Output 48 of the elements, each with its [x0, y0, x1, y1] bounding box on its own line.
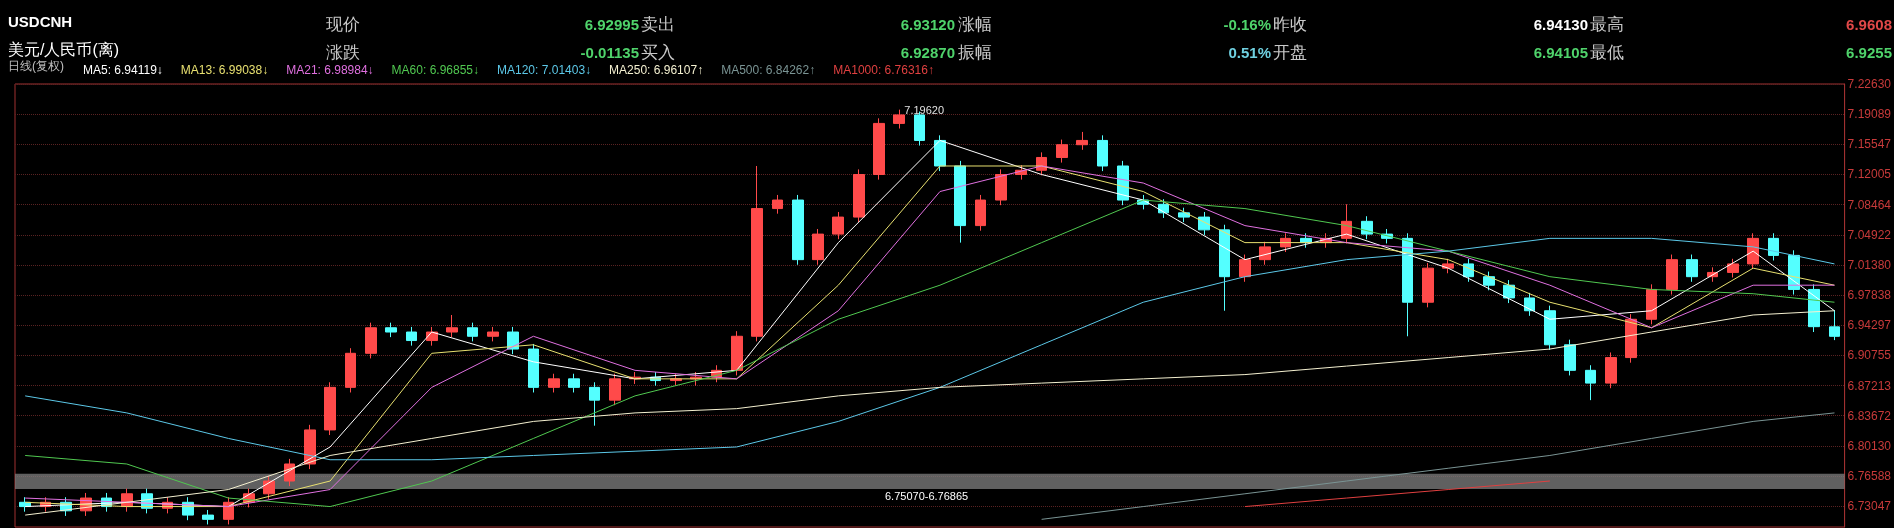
text: MA500: 6.84262↑	[721, 63, 816, 77]
y-tick-label: 6.83672	[1847, 408, 1892, 423]
y-tick-label: 6.76588	[1847, 469, 1892, 484]
text: 振幅	[958, 42, 992, 62]
text: MA21: 6.98984↓	[286, 63, 374, 77]
text: MA5: 6.94119↓	[83, 63, 163, 77]
y-tick-label: 7.15547	[1847, 137, 1892, 152]
text: 6.9608	[1846, 15, 1892, 33]
y-tick-label: 6.73047	[1847, 499, 1892, 514]
y-tick-label: 7.19089	[1847, 107, 1892, 122]
text: 6.94105	[1533, 43, 1588, 61]
y-tick-label: 7.04922	[1847, 227, 1892, 242]
text: 6.94130	[1533, 15, 1588, 33]
text: MA60: 6.96855↓	[391, 63, 480, 77]
text: 买入	[641, 42, 675, 62]
text: 6.93120	[900, 15, 955, 33]
text: 涨跌	[326, 42, 360, 62]
annotation: 7.19620	[904, 103, 945, 116]
text: 6.9255	[1846, 43, 1892, 61]
text: 0.51%	[1228, 43, 1271, 61]
y-tick-label: 7.01380	[1847, 257, 1892, 272]
text: 最高	[1590, 14, 1624, 34]
text: MA120: 7.01403↓	[497, 63, 592, 77]
text: MA1000: 6.76316↑	[833, 63, 934, 77]
text: 最低	[1590, 42, 1624, 62]
band-label: 6.75070-6.76865	[885, 490, 969, 503]
text: 昨收	[1273, 14, 1307, 34]
legend-title: 日线(复权)	[8, 59, 64, 73]
y-tick-label: 7.22630	[1847, 77, 1892, 91]
text: MA13: 6.99038↓	[180, 63, 269, 77]
text: 6.92995	[584, 15, 639, 33]
chart-subtitle: 美元/人民币(离)	[8, 40, 120, 58]
text: -0.01135	[580, 43, 639, 61]
y-tick-label: 7.08464	[1847, 197, 1892, 212]
text: 现价	[326, 14, 360, 34]
text: 涨幅	[958, 14, 992, 34]
y-tick-label: 6.90755	[1847, 348, 1892, 363]
y-tick-label: 6.94297	[1847, 318, 1892, 333]
text: 开盘	[1273, 42, 1307, 62]
y-tick-label: 6.97838	[1847, 288, 1892, 303]
chart-title: USDCNH	[8, 13, 73, 30]
y-tick-label: 6.87213	[1847, 378, 1892, 393]
text: -0.16%	[1223, 15, 1271, 33]
y-tick-label: 7.12005	[1847, 167, 1892, 182]
y-tick-label: 6.80130	[1847, 438, 1892, 453]
text: 卖出	[641, 14, 675, 34]
text: MA250: 6.96107↑	[609, 63, 704, 77]
text: 6.92870	[900, 43, 955, 61]
